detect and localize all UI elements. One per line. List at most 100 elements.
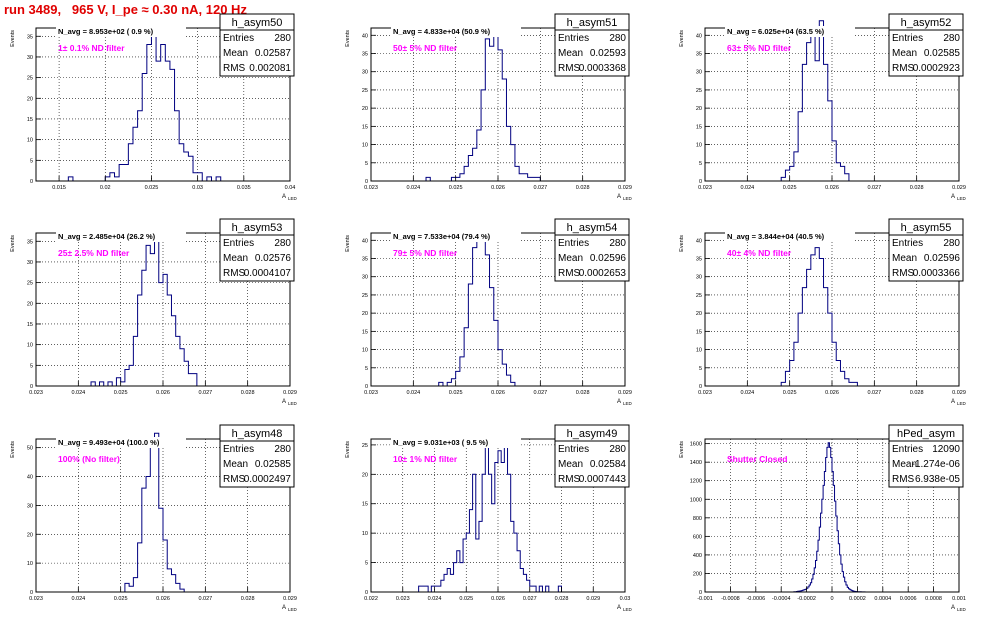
histogram-panel-h_asym50: 0.015 0.02 0.025 0.03 0.035 0.04 0 5 10 15 20 25 30 3… [10,13,298,201]
stats-box-h_asym51: h_asym51 Entries 280 Mean 0.02593 RMS0.000336… [554,13,630,77]
stat-value: 0.02584 [590,459,627,470]
stat-value: 0.02596 [924,253,961,264]
y-tick-label: 1400 [690,460,702,466]
stat-value: 0.0002653 [579,268,627,279]
x-tick-label: -0.0004 [772,596,791,602]
y-tick-label: 40 [27,475,33,481]
y-tick-label: 25 [696,293,702,299]
x-tick-label: 0.029 [283,596,297,602]
stat-label: Mean [223,459,248,470]
y-tick-label: 10 [362,531,368,537]
x-tick-label: 0.023 [698,185,712,191]
y-tick-label: 0 [699,384,702,390]
histogram-name: hPed_asym [897,428,955,440]
x-tick-label: -0.0006 [746,596,765,602]
x-tick-label: 0.024 [428,596,442,602]
y-tick-label: 200 [693,571,702,577]
navg-background [56,231,186,242]
histogram-series-h_asym55 [780,247,866,387]
x-tick-label: -0.001 [697,596,713,602]
stat-value: -1.274e-06 [912,459,961,470]
y-tick-label: 1600 [690,442,702,448]
x-tick-label: 0.026 [825,390,839,396]
y-tick-label: 15 [362,329,368,335]
y-tick-label: 10 [27,138,33,144]
x-tick-label: 0.028 [241,390,255,396]
y-tick-label: 40 [362,33,368,39]
stat-label: Mean [558,459,583,470]
y-tick-label: 15 [696,124,702,130]
x-tick-label: 0.026 [491,596,505,602]
histogram-name: h_asym50 [232,17,283,29]
histogram-name: h_asym51 [567,17,618,29]
stat-label: Entries [892,33,923,44]
y-tick-label: 20 [362,311,368,317]
y-axis-label: Events [345,30,351,47]
y-tick-label: 35 [27,239,33,245]
y-tick-label: 0 [30,384,33,390]
x-axis-label-subscript: LED [288,401,298,406]
stat-value: 280 [943,33,960,44]
y-tick-label: 30 [696,275,702,281]
stats-box-frame [888,13,964,77]
histogram-series-h_asym48 [124,432,189,593]
filter-label: 79± 5% ND filter [393,248,458,258]
y-tick-label: 10 [696,348,702,354]
y-tick-label: 25 [27,281,33,287]
x-tick-label: 0.026 [156,596,170,602]
x-tick-label: 0.028 [241,596,255,602]
stat-value: 280 [274,33,291,44]
y-tick-label: 35 [362,257,368,263]
stat-value: 0.002081 [249,63,291,74]
x-tick-label: 0.029 [586,596,600,602]
x-tick-label: 0.0008 [925,596,942,602]
y-tick-label: 30 [696,70,702,76]
stats-box-frame [219,218,295,282]
navg-label: N_avg = 6.025e+04 (63.5 %) [727,27,825,36]
stats-box-frame [219,13,295,77]
y-tick-label: 600 [693,534,702,540]
y-tick-label: 400 [693,553,702,559]
x-tick-label: 0.026 [491,390,505,396]
y-tick-label: 1200 [690,479,702,485]
y-tick-label: 25 [696,88,702,94]
histogram-name: h_asym54 [567,222,618,234]
x-tick-label: 0.035 [237,185,251,191]
x-tick-label: 0.0002 [849,596,866,602]
filter-label: 50± 5% ND filter [393,43,458,53]
x-tick-label: 0.027 [533,185,547,191]
y-axis-label: Events [679,235,685,252]
stats-box-h_asym50: h_asym50 Entries 280 Mean 0.02587 RMS 0.002081 [219,13,295,77]
x-tick-label: 0.029 [283,390,297,396]
stat-value: 0.02576 [255,253,292,264]
x-tick-label: 0.023 [29,390,43,396]
stat-label: Entries [558,33,589,44]
y-tick-label: 30 [27,55,33,61]
y-tick-label: 0 [30,590,33,596]
filter-label: 63± 5% ND filter [727,43,792,53]
histogram-panel-h_asym49: 0.022 0.023 0.024 0.025 0.026 0.027 0.028 0.029… [345,424,633,612]
histogram-panel-h_asym53: 0.023 0.024 0.025 0.026 0.027 0.028 0.029 0 5 10 1… [10,218,298,406]
navg-background [391,231,521,242]
y-tick-label: 15 [362,124,368,130]
y-axis-label: Events [679,441,685,458]
y-tick-label: 10 [27,343,33,349]
y-tick-label: 5 [365,366,368,372]
x-tick-label: 0.023 [364,185,378,191]
y-tick-label: 10 [696,143,702,149]
stat-value: 0.0007443 [579,474,627,485]
stat-label: RMS [223,474,246,485]
stat-value: 12090 [932,444,960,455]
histogram-panel-h_asym51: 0.023 0.024 0.025 0.026 0.027 0.028 0.029 0 5 10 1… [345,13,633,201]
stat-label: RMS [892,474,915,485]
x-tick-label: 0.026 [156,390,170,396]
stat-value: 280 [274,444,291,455]
stats-box-h_asym49: h_asym49 Entries 280 Mean 0.02584 RMS0.000744… [554,424,630,488]
y-tick-label: 0 [365,590,368,596]
histogram-panel-hPed_asym: -0.001 -0.0008 -0.0006 -0.0004 -0.0002 0 0.000… [679,424,967,612]
stat-value: 0.0002923 [913,63,961,74]
stats-box-frame [888,424,964,488]
y-tick-label: 20 [27,532,33,538]
navg-label: N_avg = 9.493e+04 (100.0 %) [58,438,160,447]
x-tick-label: -0.0008 [721,596,740,602]
